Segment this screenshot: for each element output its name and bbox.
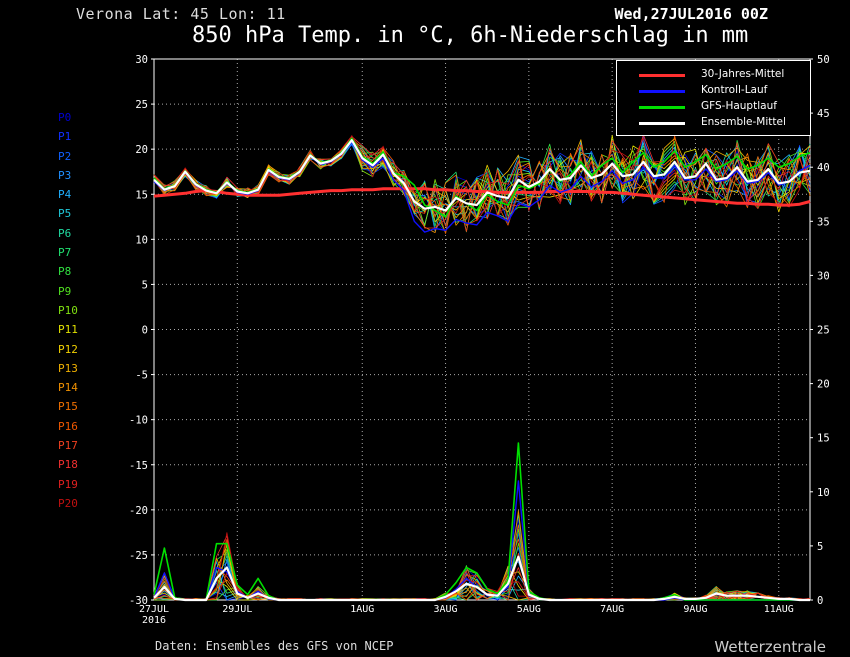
legend-item-ensemble-mean: Ensemble-Mittel [617,115,810,131]
ensemble-mean-precip-line [153,555,810,602]
legend-swatch [639,106,685,109]
x-tick-label: 3AUG [434,604,458,615]
legend-swatch [639,74,685,77]
y-tick-label-left: -10 [129,415,148,427]
y-tick-label-right: 15 [817,433,830,445]
member-label: P6 [58,226,72,240]
member-label: P14 [58,381,78,395]
member-label: P5 [58,207,72,221]
member-label: P0 [58,111,72,124]
legend-label: GFS-Hauptlauf [701,100,777,112]
y-tick-label-left: 10 [135,234,148,246]
climate-mean-line [153,187,811,207]
y-tick-label-right: 50 [817,54,830,66]
legend-item-control: Kontroll-Lauf [617,83,810,99]
y-tick-label-right: 45 [817,108,830,120]
member-label: P10 [58,303,78,317]
legend-label: Ensemble-Mittel [701,116,786,128]
y-tick-label-left: -15 [129,460,148,472]
y-tick-label-left: -30 [129,595,148,607]
member-list: P0 P1 P2 P3 P4 P5 P6 P7 P8 P9 P10 P11 P12 P13 P14 P15 P1… [58,108,78,513]
member-label: P17 [58,439,78,453]
y-tick-label-right: 0 [817,595,823,607]
member-label: P4 [58,188,72,202]
y-tick-label-left: 5 [142,279,148,291]
member-label: P1 [58,130,72,144]
member-label: P19 [58,477,78,491]
legend-item-climate: 30-Jahres-Mittel [617,67,810,83]
legend-swatch [639,122,685,125]
member-label: P18 [58,458,78,472]
y-tick-label-right: 25 [817,325,830,337]
member-temp-line [153,137,811,220]
y-tick-label-right: 10 [817,487,830,499]
brand-name: Wetterzentrale [714,638,826,656]
legend-item-gfs-main: GFS-Hauptlauf [617,99,810,115]
x-tick-label: 27JUL [139,604,169,615]
run-date: Wed,27JUL2016 00Z [614,5,768,23]
x-tick-label: 1AUG [350,604,374,615]
y-tick-label-left: 25 [135,99,148,111]
y-tick-label-right: 5 [817,541,823,553]
x-tick-label: 9AUG [683,604,707,615]
x-tick-label: 5AUG [517,604,541,615]
chart-title: 850 hPa Temp. in °C, 6h-Niederschlag in … [192,23,749,48]
y-tick-label-right: 30 [817,270,830,282]
location-label: Verona Lat: 45 Lon: 11 [76,5,286,23]
x-year-label: 2016 [142,615,166,626]
x-tick-label: 29JUL [222,604,252,615]
y-tick-label-left: 0 [142,325,148,337]
member-label: P15 [58,400,78,414]
y-tick-label-left: 20 [135,144,148,156]
y-tick-label-right: 20 [817,379,830,391]
gfs-main-precip-line [153,442,810,601]
y-tick-label-left: 30 [135,54,148,66]
data-source: Daten: Ensembles des GFS von NCEP [155,639,394,653]
member-label: P13 [58,361,78,375]
member-temp-line [153,136,811,232]
member-label: P3 [58,168,72,182]
member-label: P7 [58,246,72,260]
y-tick-label-left: 15 [135,189,148,201]
legend-label: Kontroll-Lauf [701,84,768,96]
legend-label: 30-Jahres-Mittel [701,68,785,80]
member-label: P16 [58,419,78,433]
member-label: P11 [58,323,78,337]
x-tick-label: 11AUG [764,604,794,615]
ensemble-mean-temp-line [153,139,811,212]
chart-legend: 30-Jahres-Mittel Kontroll-Lauf GFS-Haupt… [616,60,811,136]
member-label: P12 [58,342,78,356]
member-label: P8 [58,265,72,279]
y-tick-label-left: -20 [129,505,148,517]
y-tick-label-left: -25 [129,550,148,562]
x-tick-label: 7AUG [600,604,624,615]
member-label: P9 [58,284,72,298]
y-tick-label-right: 35 [817,216,830,228]
member-label: P20 [58,496,78,510]
y-tick-label-right: 40 [817,162,830,174]
legend-swatch [639,90,685,93]
y-tick-label-left: -5 [135,370,148,382]
member-label: P2 [58,149,72,163]
